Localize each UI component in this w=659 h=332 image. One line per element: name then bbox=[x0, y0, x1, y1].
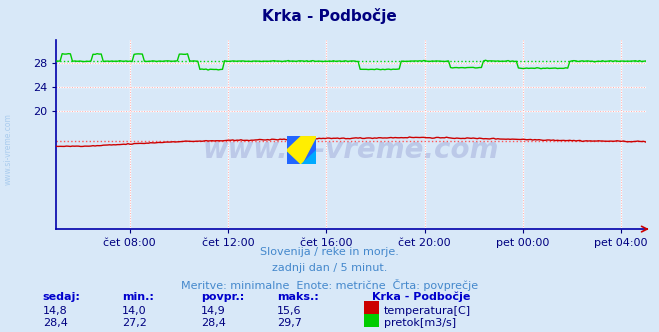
Text: sedaj:: sedaj: bbox=[43, 292, 80, 302]
Polygon shape bbox=[302, 150, 316, 164]
Text: Slovenija / reke in morje.: Slovenija / reke in morje. bbox=[260, 247, 399, 257]
Text: 15,6: 15,6 bbox=[277, 306, 301, 316]
Text: zadnji dan / 5 minut.: zadnji dan / 5 minut. bbox=[272, 263, 387, 273]
Text: pretok[m3/s]: pretok[m3/s] bbox=[384, 318, 455, 328]
Text: 14,9: 14,9 bbox=[201, 306, 226, 316]
Text: 14,0: 14,0 bbox=[122, 306, 146, 316]
Text: 28,4: 28,4 bbox=[201, 318, 226, 328]
Text: www.si-vreme.com: www.si-vreme.com bbox=[3, 114, 13, 185]
Polygon shape bbox=[287, 136, 316, 164]
Polygon shape bbox=[287, 136, 316, 164]
Text: 27,2: 27,2 bbox=[122, 318, 147, 328]
Text: 14,8: 14,8 bbox=[43, 306, 68, 316]
Text: temperatura[C]: temperatura[C] bbox=[384, 306, 471, 316]
Text: Meritve: minimalne  Enote: metrične  Črta: povprečje: Meritve: minimalne Enote: metrične Črta:… bbox=[181, 279, 478, 291]
Text: Krka - Podbočje: Krka - Podbočje bbox=[262, 8, 397, 24]
Text: maks.:: maks.: bbox=[277, 292, 318, 302]
Text: povpr.:: povpr.: bbox=[201, 292, 244, 302]
Text: Krka - Podbočje: Krka - Podbočje bbox=[372, 292, 471, 302]
Text: min.:: min.: bbox=[122, 292, 154, 302]
Text: 28,4: 28,4 bbox=[43, 318, 68, 328]
Text: www.si-vreme.com: www.si-vreme.com bbox=[203, 135, 499, 164]
Text: 29,7: 29,7 bbox=[277, 318, 302, 328]
